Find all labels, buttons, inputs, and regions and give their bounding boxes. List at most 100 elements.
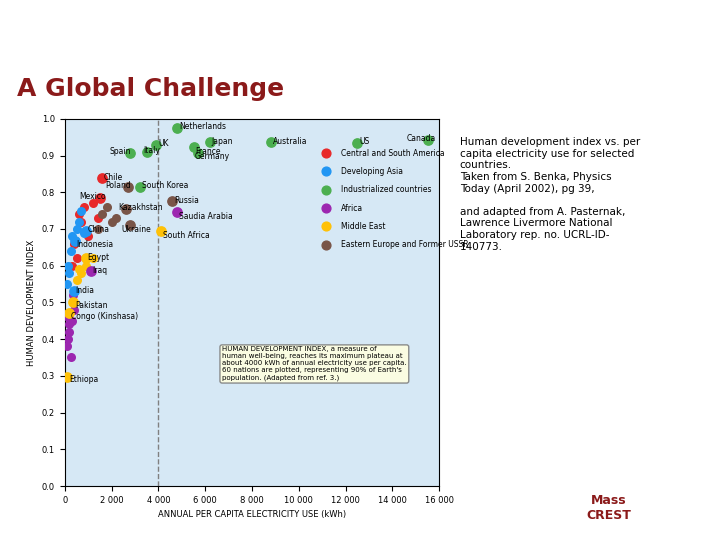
Point xyxy=(76,217,87,226)
Point xyxy=(125,221,136,230)
Text: Australia: Australia xyxy=(273,137,307,146)
Text: HUMAN DEVELOPMENT INDEX, a measure of
human well-being, reaches its maximum plat: HUMAN DEVELOPMENT INDEX, a measure of hu… xyxy=(222,347,407,381)
Point xyxy=(66,316,78,325)
Point xyxy=(125,148,136,157)
Point xyxy=(65,353,76,362)
Text: Africa: Africa xyxy=(341,204,364,213)
Point xyxy=(171,208,183,217)
Text: Spain: Spain xyxy=(109,147,131,156)
Point xyxy=(111,214,122,222)
Text: India: India xyxy=(76,286,94,295)
Point xyxy=(71,254,82,262)
Text: Mass
CREST: Mass CREST xyxy=(586,494,631,522)
Point xyxy=(73,217,85,226)
Point xyxy=(122,183,134,191)
Point xyxy=(150,140,162,149)
Point xyxy=(61,280,73,288)
Point xyxy=(63,309,75,318)
Point xyxy=(87,254,99,262)
Text: Central and South America: Central and South America xyxy=(341,148,445,158)
Point xyxy=(141,147,153,156)
Text: Canada: Canada xyxy=(407,134,436,144)
Point xyxy=(68,306,80,314)
Point xyxy=(94,193,106,202)
Point xyxy=(67,291,78,299)
Point xyxy=(69,237,81,245)
Point xyxy=(66,232,78,241)
Text: Indonesia: Indonesia xyxy=(77,240,114,249)
Point xyxy=(78,202,89,211)
Text: Congo (Kinshasa): Congo (Kinshasa) xyxy=(71,312,138,321)
Text: Netherlands: Netherlands xyxy=(179,123,226,131)
Point xyxy=(96,210,108,219)
Text: Middle East: Middle East xyxy=(341,222,386,231)
Point xyxy=(63,261,74,270)
Point xyxy=(76,206,87,215)
Point xyxy=(62,313,73,321)
Point xyxy=(80,254,91,262)
Point xyxy=(80,226,91,235)
Text: Ethiopa: Ethiopa xyxy=(69,375,98,384)
Text: Mexico: Mexico xyxy=(79,192,106,201)
Text: Iraq: Iraq xyxy=(92,266,107,274)
Text: Italy: Italy xyxy=(143,145,160,154)
Text: France: France xyxy=(195,147,221,156)
Point xyxy=(85,267,96,275)
Text: Germany: Germany xyxy=(194,152,230,161)
Text: Japan: Japan xyxy=(212,137,233,146)
Point xyxy=(61,342,73,351)
Point xyxy=(68,287,79,296)
Point xyxy=(65,247,76,255)
Point xyxy=(192,148,204,157)
Point xyxy=(134,183,145,191)
Text: Industrialized countries: Industrialized countries xyxy=(341,185,431,194)
Point xyxy=(101,202,113,211)
X-axis label: ANNUAL PER CAPITA ELECTRICITY USE (kWh): ANNUAL PER CAPITA ELECTRICITY USE (kWh) xyxy=(158,510,346,519)
Text: US: US xyxy=(359,138,369,146)
Point xyxy=(71,225,82,233)
Point xyxy=(204,138,216,147)
Point xyxy=(490,63,501,71)
Point xyxy=(73,265,85,274)
Point xyxy=(188,143,199,151)
Point xyxy=(351,139,363,147)
Point xyxy=(71,276,82,285)
Point xyxy=(92,214,104,222)
Text: A Global Challenge: A Global Challenge xyxy=(17,77,284,101)
Point xyxy=(92,225,104,233)
Point xyxy=(87,199,99,207)
Text: Russia: Russia xyxy=(174,196,199,205)
Point xyxy=(83,232,94,241)
Text: Poland: Poland xyxy=(106,181,131,191)
Point xyxy=(63,320,75,329)
Point xyxy=(80,261,91,270)
Text: Kazakhstan: Kazakhstan xyxy=(118,203,163,212)
Point xyxy=(171,124,183,132)
Point xyxy=(63,269,75,278)
Text: South Korea: South Korea xyxy=(142,181,188,191)
Text: Developing Asia: Developing Asia xyxy=(341,167,403,176)
Text: Polymer Science & Engineering: Polymer Science & Engineering xyxy=(414,23,706,42)
Point xyxy=(61,372,73,381)
Point xyxy=(63,327,75,336)
Point xyxy=(73,210,85,219)
Text: Ukraine: Ukraine xyxy=(121,225,150,234)
Point xyxy=(96,174,108,183)
Text: Saudia Arabia: Saudia Arabia xyxy=(179,212,233,221)
Text: Human development index vs. per
capita electricity use for selected
countries.
T: Human development index vs. per capita e… xyxy=(459,137,640,252)
Text: Egypt: Egypt xyxy=(88,253,110,262)
Point xyxy=(67,298,78,307)
Point xyxy=(265,138,276,147)
Text: UMass-Amherst: UMass-Amherst xyxy=(14,23,175,42)
Text: Pakistan: Pakistan xyxy=(75,301,107,310)
Point xyxy=(106,217,117,226)
Point xyxy=(78,228,89,237)
Y-axis label: HUMAN DEVELOPMENT INDEX: HUMAN DEVELOPMENT INDEX xyxy=(27,239,36,366)
Point xyxy=(63,335,74,343)
Point xyxy=(422,136,433,144)
Text: Eastern Europe and Former USSR: Eastern Europe and Former USSR xyxy=(341,240,469,249)
Text: Chile: Chile xyxy=(104,173,123,181)
Text: China: China xyxy=(88,225,109,234)
Text: UK: UK xyxy=(158,139,168,148)
Point xyxy=(66,261,78,270)
